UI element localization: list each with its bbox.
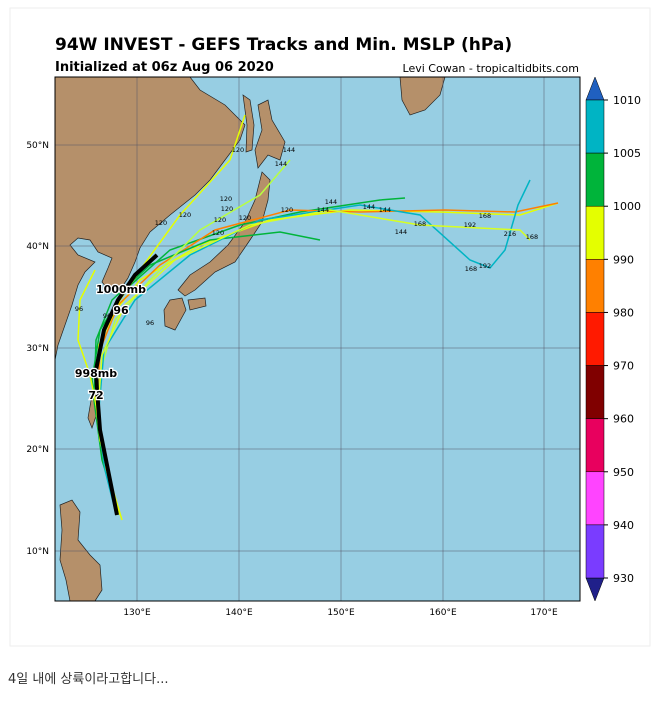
lon-label: 150°E bbox=[327, 608, 355, 618]
track-label: 120 bbox=[239, 214, 251, 222]
track-label: 120 bbox=[212, 229, 224, 237]
honshu bbox=[177, 171, 271, 297]
track-label: 144 bbox=[325, 198, 337, 206]
track-label: 168 bbox=[465, 265, 477, 273]
title: 94W INVEST - GEFS Tracks and Min. MSLP (… bbox=[55, 35, 512, 55]
annotation: 998mb bbox=[75, 367, 117, 380]
land bbox=[55, 77, 446, 601]
annotation: 96 bbox=[113, 304, 129, 317]
colorbar-segment bbox=[585, 365, 605, 419]
track-label: 96 bbox=[103, 312, 111, 320]
track-label: 96 bbox=[75, 305, 83, 313]
track-label: 120 bbox=[281, 206, 293, 214]
track-label: 96 bbox=[146, 319, 154, 327]
colorbar-tick-label: 990 bbox=[613, 253, 634, 266]
lon-label: 170°E bbox=[530, 608, 558, 618]
kamchatka bbox=[399, 77, 446, 116]
sakhalin bbox=[242, 94, 255, 153]
philippines bbox=[59, 499, 103, 601]
colorbar-tick-label: 1000 bbox=[613, 200, 641, 213]
track-label: 120 bbox=[220, 195, 232, 203]
colorbar-segment bbox=[585, 524, 605, 579]
hokkaido bbox=[254, 99, 286, 169]
track-label: 192 bbox=[479, 262, 491, 270]
annotation: 1000mb bbox=[96, 283, 146, 296]
lat-label: 30°N bbox=[26, 344, 49, 354]
colorbar-tick-label: 980 bbox=[613, 306, 634, 319]
track-label: 144 bbox=[275, 160, 287, 168]
colorbar-segment bbox=[585, 312, 605, 366]
colorbar-tick-label: 940 bbox=[613, 519, 634, 532]
colorbar-segment bbox=[585, 152, 605, 207]
colorbar-tick-label: 970 bbox=[613, 360, 634, 373]
kyushu bbox=[163, 297, 187, 331]
colorbar-segment bbox=[585, 99, 605, 154]
lat-label: 50°N bbox=[26, 141, 49, 151]
lat-label: 20°N bbox=[26, 445, 49, 455]
track-label: 120 bbox=[214, 216, 226, 224]
track-label: 144 bbox=[379, 206, 391, 214]
lon-label: 130°E bbox=[123, 608, 151, 618]
track-label: 144 bbox=[395, 228, 407, 236]
colorbar-segment bbox=[585, 259, 605, 313]
caption: 4일 내에 상륙이라고합니다... bbox=[8, 672, 169, 687]
annotation: 72 bbox=[88, 389, 103, 402]
track-label: 168 bbox=[479, 212, 491, 220]
colorbar-tick-label: 930 bbox=[613, 572, 634, 585]
map bbox=[55, 77, 580, 601]
lon-label: 160°E bbox=[429, 608, 457, 618]
track-label: 120 bbox=[232, 146, 244, 154]
colorbar-segment bbox=[585, 205, 605, 260]
colorbar-tick-label: 1005 bbox=[613, 147, 641, 160]
colorbar-segment bbox=[585, 471, 605, 526]
track-label: 144 bbox=[363, 203, 375, 211]
track-label: 216 bbox=[504, 230, 516, 238]
track-label: 168 bbox=[526, 233, 538, 241]
lon-label: 140°E bbox=[225, 608, 253, 618]
colorbar-tick-label: 950 bbox=[613, 466, 634, 479]
track-label: 192 bbox=[464, 221, 476, 229]
colorbar-tick-label: 1010 bbox=[613, 94, 641, 107]
credit: Levi Cowan - tropicaltidbits.com bbox=[403, 62, 579, 75]
lat-label: 10°N bbox=[26, 547, 49, 557]
subtitle: Initialized at 06z Aug 06 2020 bbox=[55, 60, 274, 75]
track-label: 144 bbox=[283, 146, 295, 154]
shikoku bbox=[187, 297, 207, 311]
track-label: 120 bbox=[179, 211, 191, 219]
lat-label: 40°N bbox=[26, 242, 49, 252]
grid-lines bbox=[55, 77, 580, 601]
track-label: 144 bbox=[317, 206, 329, 214]
mainland bbox=[55, 77, 246, 361]
colorbar-tick-label: 960 bbox=[613, 413, 634, 426]
grid bbox=[55, 77, 580, 601]
track-label: 120 bbox=[155, 219, 167, 227]
track-label: 120 bbox=[221, 205, 233, 213]
track-label: 168 bbox=[414, 220, 426, 228]
mean-track bbox=[93, 253, 159, 516]
map-border bbox=[54, 76, 581, 602]
colorbar-segment bbox=[585, 418, 605, 473]
